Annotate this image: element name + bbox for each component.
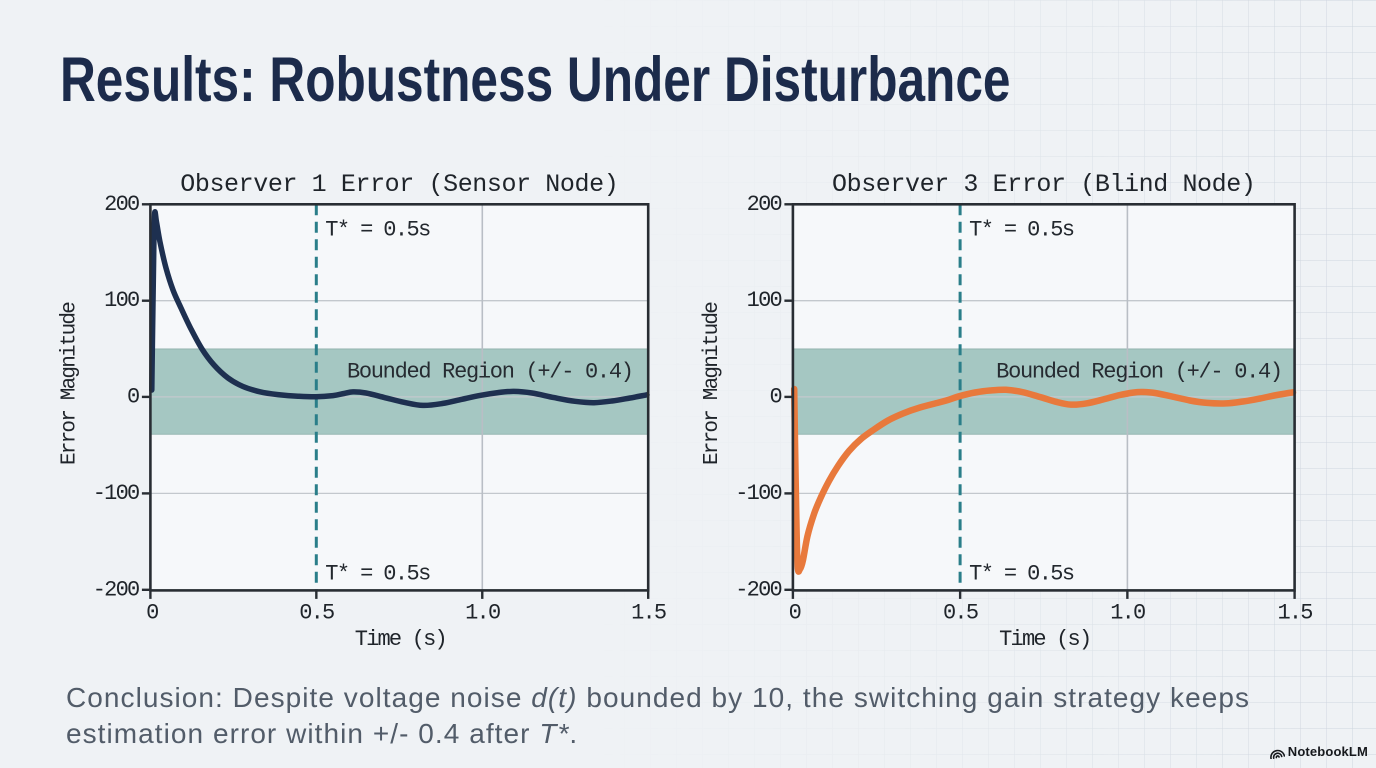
svg-text:0.5: 0.5 <box>943 600 978 625</box>
svg-text:Error Magnitude: Error Magnitude <box>58 302 81 465</box>
svg-text:100: 100 <box>104 288 139 313</box>
svg-text:T* = 0.5s: T* = 0.5s <box>325 218 430 243</box>
svg-text:0: 0 <box>127 384 139 409</box>
svg-text:200: 200 <box>104 192 139 217</box>
svg-text:0: 0 <box>146 600 158 625</box>
svg-text:1.5: 1.5 <box>631 600 666 625</box>
svg-text:0: 0 <box>769 384 781 409</box>
svg-text:1.0: 1.0 <box>465 600 500 625</box>
svg-text:T* = 0.5s: T* = 0.5s <box>325 562 430 587</box>
svg-text:T* = 0.5s: T* = 0.5s <box>969 562 1074 587</box>
svg-text:Observer 1 Error (Sensor Node): Observer 1 Error (Sensor Node) <box>180 170 618 199</box>
svg-text:Bounded Region (+/- 0.4): Bounded Region (+/- 0.4) <box>996 360 1282 385</box>
svg-text:-200: -200 <box>735 577 781 602</box>
svg-text:Time (s): Time (s) <box>999 627 1090 652</box>
svg-text:0.5: 0.5 <box>299 600 334 625</box>
svg-text:Time (s): Time (s) <box>355 627 446 652</box>
svg-text:Error Magnitude: Error Magnitude <box>701 302 724 465</box>
svg-text:200: 200 <box>747 192 782 217</box>
svg-text:1.5: 1.5 <box>1277 600 1312 625</box>
svg-text:-200: -200 <box>93 577 139 602</box>
svg-text:-100: -100 <box>735 481 781 506</box>
svg-text:Bounded Region (+/- 0.4): Bounded Region (+/- 0.4) <box>347 360 633 385</box>
svg-text:100: 100 <box>747 288 782 313</box>
svg-text:0: 0 <box>789 600 801 625</box>
svg-text:Observer 3 Error (Blind Node): Observer 3 Error (Blind Node) <box>832 170 1255 199</box>
svg-text:-100: -100 <box>93 481 139 506</box>
svg-text:T* = 0.5s: T* = 0.5s <box>969 218 1074 243</box>
svg-text:1.0: 1.0 <box>1110 600 1145 625</box>
